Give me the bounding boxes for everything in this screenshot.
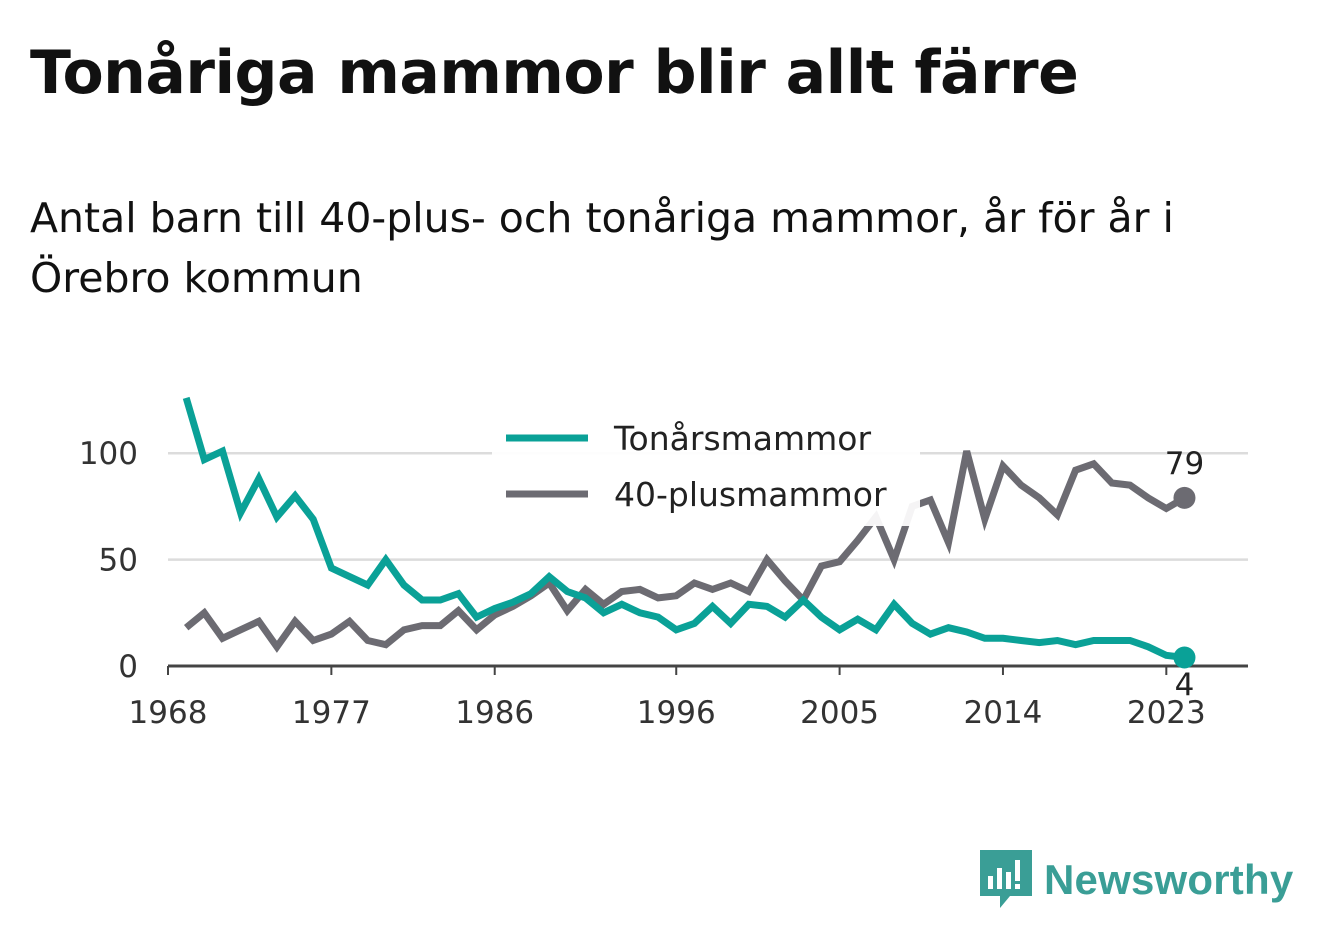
y-tick-label: 0 <box>118 649 138 685</box>
series-end-label: 4 <box>1175 667 1195 703</box>
logo-text: Newsworthy <box>1044 856 1294 903</box>
legend-label: 40-plusmammor <box>614 475 887 514</box>
chart-subtitle: Antal barn till 40-plus- och tonåriga ma… <box>30 194 1174 302</box>
series-end-label: 79 <box>1165 446 1204 482</box>
x-tick-label: 1968 <box>129 695 208 731</box>
newsworthy-logo-icon <box>980 850 1032 908</box>
y-tick-label: 100 <box>79 436 138 472</box>
x-tick-label: 1996 <box>637 695 716 731</box>
x-tick-label: 2014 <box>964 695 1043 731</box>
x-tick-label: 2005 <box>800 695 879 731</box>
chart-title: Tonåriga mammor blir allt färre <box>30 38 1079 108</box>
x-tick-label: 1977 <box>292 695 371 731</box>
series-end-point <box>1173 646 1196 669</box>
series-end-point <box>1173 486 1196 509</box>
legend-box <box>492 408 920 526</box>
series-line-tonarsmammor <box>182 396 1185 661</box>
series-line-40-plusmammor <box>183 450 1187 653</box>
y-tick-label: 50 <box>99 543 138 579</box>
legend-label: Tonårsmammor <box>613 419 871 458</box>
x-tick-label: 1986 <box>455 695 534 731</box>
x-tick-label: 2023 <box>1127 695 1206 731</box>
newsworthy-logo: Newsworthy <box>980 850 1293 910</box>
